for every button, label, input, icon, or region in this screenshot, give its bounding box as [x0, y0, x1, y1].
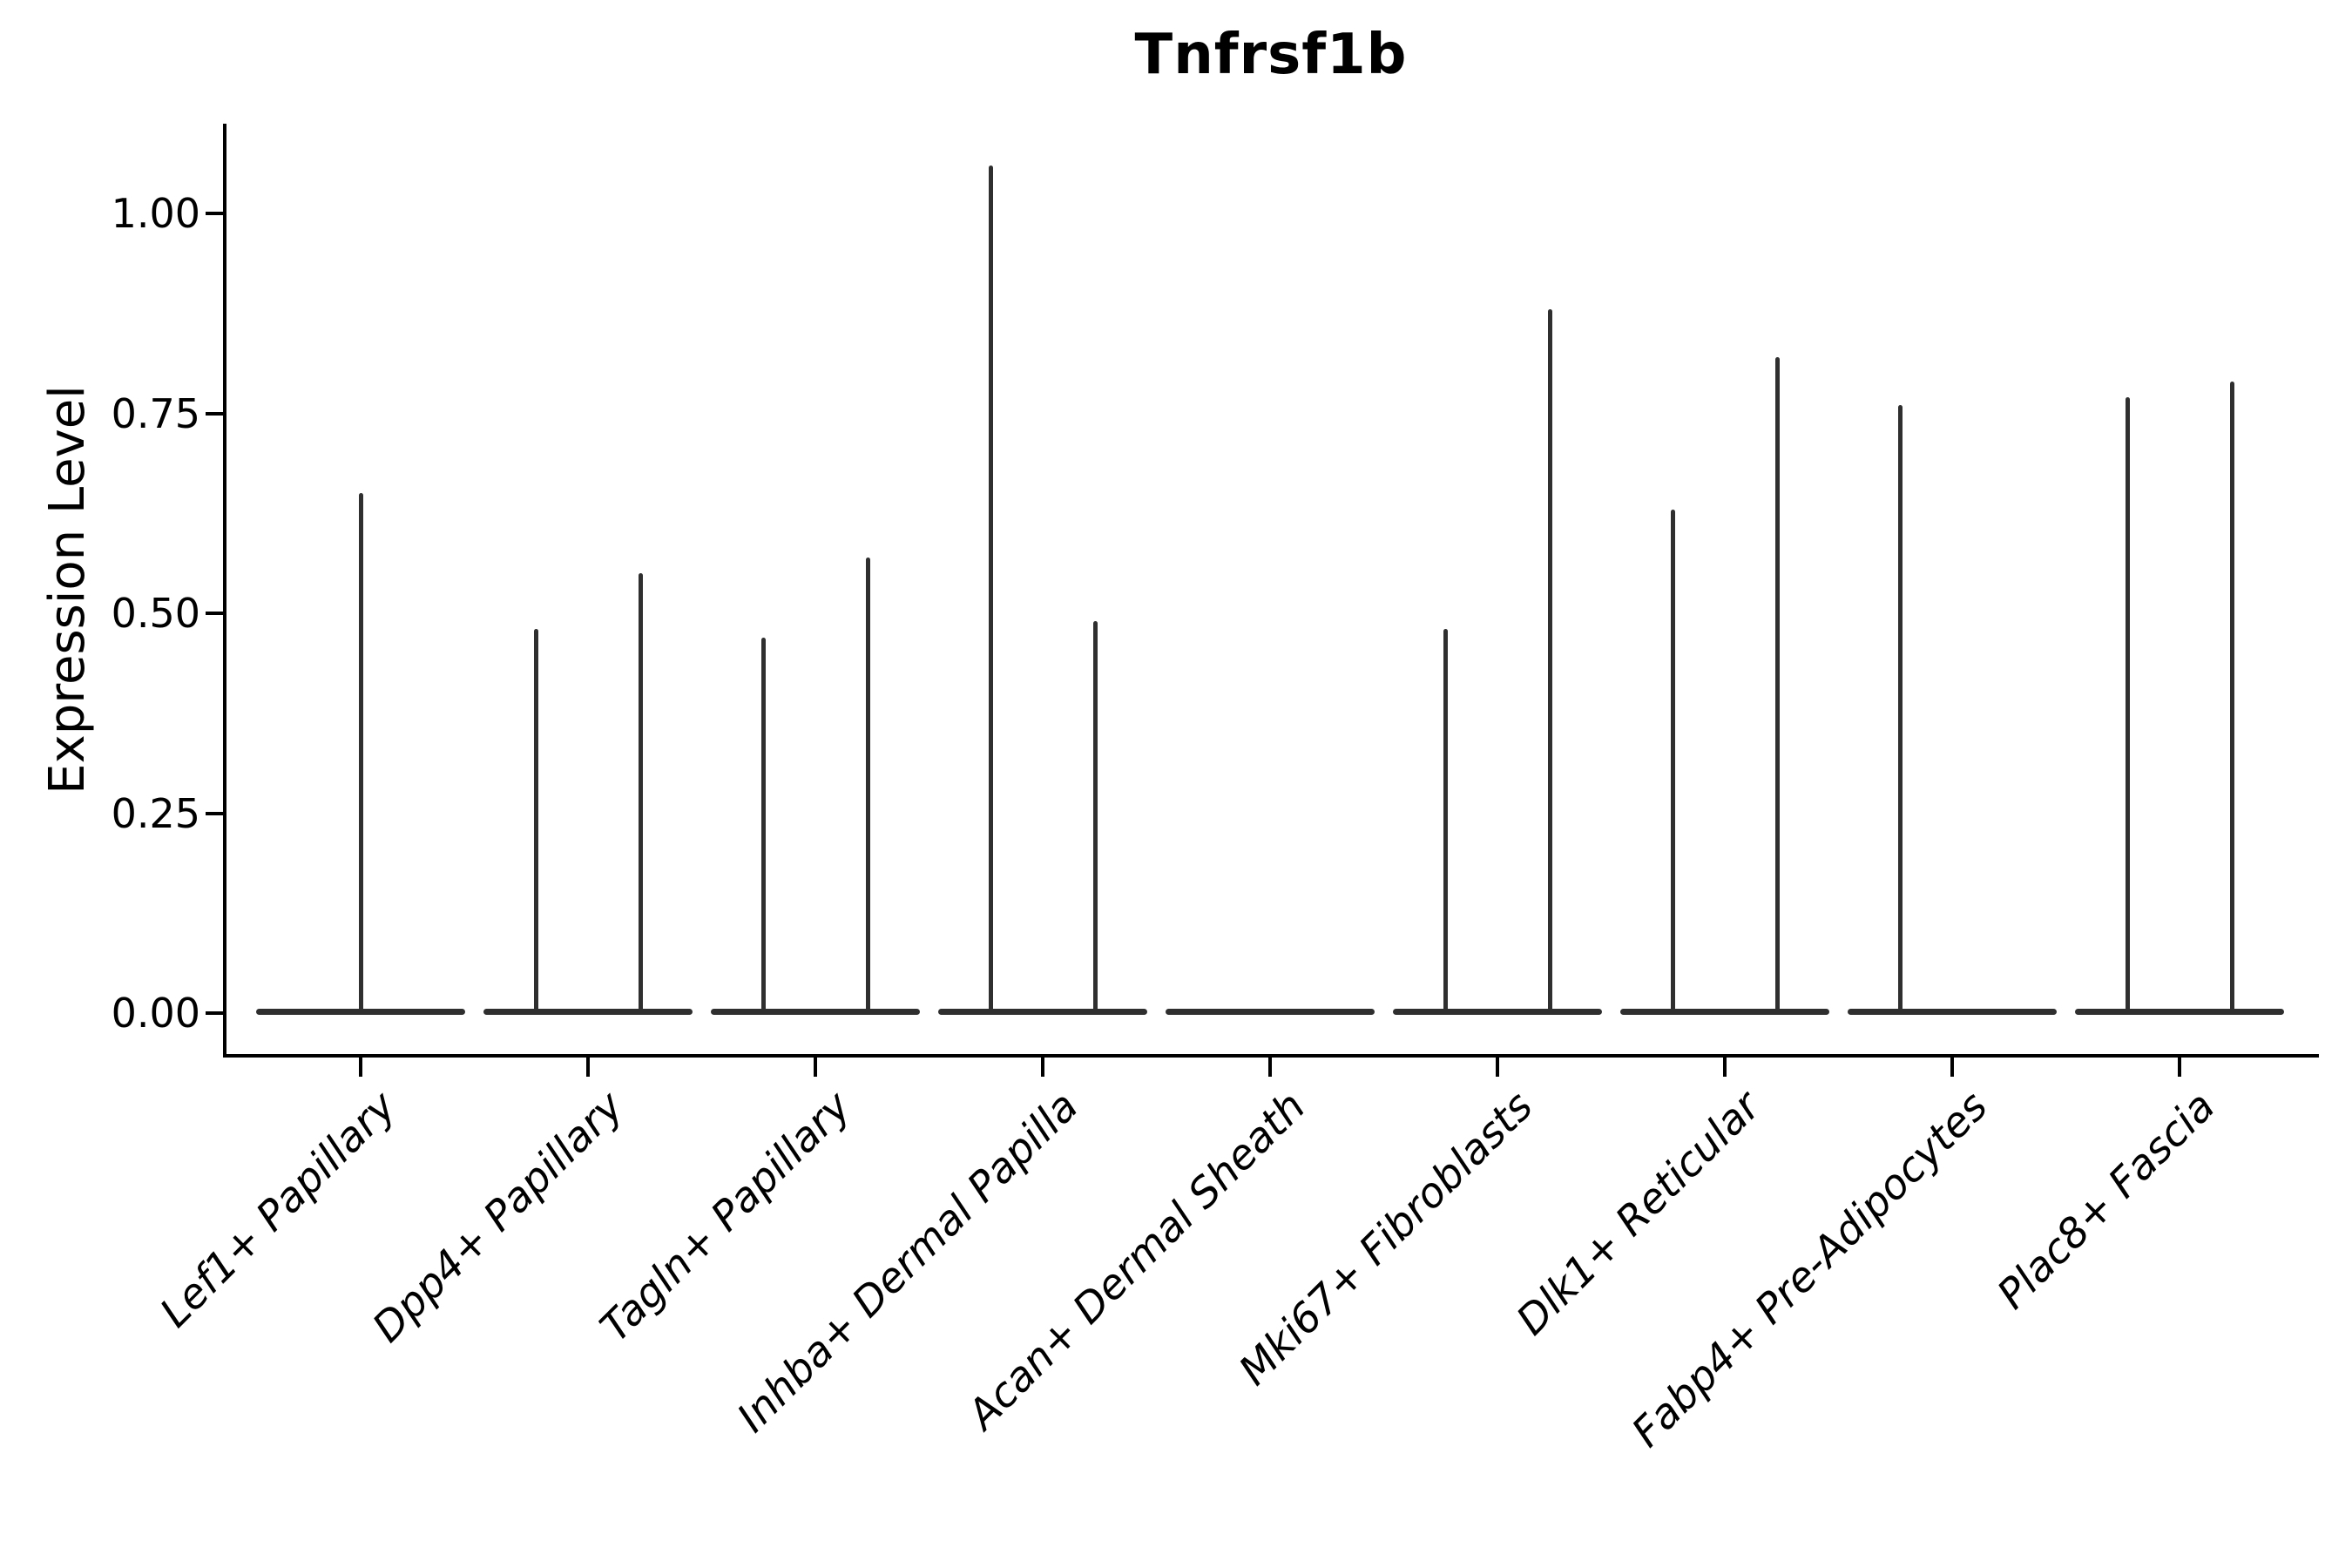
x-tick-mark: [1041, 1058, 1044, 1077]
x-tick-mark: [1496, 1058, 1499, 1077]
y-tick-mark: [206, 612, 223, 615]
violin-baseline: [1620, 1008, 1829, 1015]
violin-baseline: [1848, 1008, 2057, 1015]
violin-spike: [1548, 309, 1552, 1015]
violin-spike: [2230, 381, 2234, 1015]
x-tick-mark: [359, 1058, 362, 1077]
x-tick-label: Inhba+ Dermal Papilla: [727, 1082, 1088, 1443]
violin-spike: [1775, 357, 1780, 1015]
violin-spike: [359, 493, 363, 1015]
violin-spike: [1671, 509, 1675, 1015]
y-tick-label: 0.25: [111, 789, 200, 837]
violin-baseline: [1393, 1008, 1602, 1015]
x-tick-mark: [814, 1058, 817, 1077]
violin-spike: [1898, 405, 1903, 1015]
y-tick-mark: [206, 811, 223, 815]
y-axis-label: Expression Level: [39, 385, 96, 794]
violin-spike: [2126, 397, 2130, 1015]
y-tick-label: 0.00: [111, 990, 200, 1037]
y-tick-label: 1.00: [111, 190, 200, 237]
chart-title: Tnfrsf1b: [1134, 23, 1408, 87]
violin-baseline: [483, 1008, 693, 1015]
violin-baseline: [938, 1008, 1147, 1015]
x-tick-label: Plac8+ Fascia: [1988, 1082, 2225, 1319]
x-tick-mark: [1723, 1058, 1727, 1077]
violin-spike: [866, 557, 870, 1015]
x-tick-label: Tagln+ Papillary: [591, 1082, 861, 1352]
x-tick-label: Dlk1+ Reticular: [1507, 1082, 1770, 1345]
violin-spike: [761, 637, 766, 1015]
violin-spike: [989, 165, 993, 1015]
x-tick-mark: [1268, 1058, 1272, 1077]
y-tick-mark: [206, 411, 223, 416]
y-tick-label: 0.75: [111, 389, 200, 437]
y-axis-spine: [223, 124, 226, 1058]
violin-baseline: [711, 1008, 920, 1015]
violin-spike: [1443, 629, 1448, 1015]
x-tick-label: Acan+ Dermal Sheath: [958, 1082, 1315, 1439]
x-tick-label: Fabp4+ Pre-Adipocytes: [1622, 1082, 1997, 1457]
violin-spike: [534, 629, 538, 1015]
x-tick-label: Mki67+ Fibroblasts: [1229, 1082, 1543, 1396]
violin-spike: [1093, 621, 1098, 1015]
violin-spike: [639, 573, 643, 1015]
x-tick-mark: [2178, 1058, 2181, 1077]
violin-baseline: [1166, 1008, 1375, 1015]
x-tick-mark: [586, 1058, 590, 1077]
x-tick-label: Dpp4+ Papillary: [363, 1082, 633, 1352]
violin-baseline: [2075, 1008, 2284, 1015]
y-tick-mark: [206, 1011, 223, 1015]
y-tick-mark: [206, 212, 223, 215]
y-tick-label: 0.50: [111, 590, 200, 637]
x-axis-spine: [223, 1054, 2319, 1058]
x-tick-mark: [1950, 1058, 1954, 1077]
